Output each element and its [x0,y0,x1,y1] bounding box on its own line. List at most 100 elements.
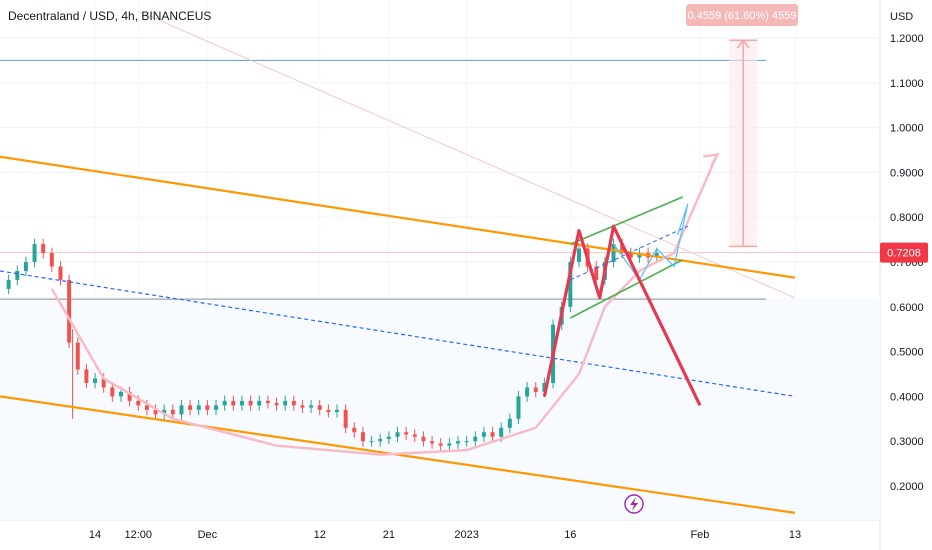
candle-body [170,409,175,415]
candle-body [231,400,236,406]
candle-body [507,418,512,428]
candle-body [153,409,158,415]
x-tick-label: 21 [383,529,395,541]
candle-body [179,405,184,415]
candle-body [525,387,530,397]
candle-body [101,378,106,388]
candle-body [620,244,625,254]
candle-body [15,270,20,280]
candle-body [49,253,54,267]
candle-body [214,405,219,410]
candle-body [257,400,262,406]
candle-body [291,400,296,406]
candle-body [369,441,374,443]
drawing-tools [0,10,796,514]
candle-body [41,244,46,254]
x-tick-label: Feb [690,529,709,541]
candle-body [58,266,63,280]
x-tick-label: 12 [314,529,326,541]
candle-body [23,262,28,271]
candle-body [386,436,391,439]
measure-label: 0.4559 (61.60%) 4559 [688,10,797,22]
green-channel-upper [570,196,683,245]
candle-body [481,432,486,437]
y-tick-label: 0.2000 [890,481,924,493]
candle-body [594,266,599,280]
candle-body [395,432,400,437]
candle-body [110,387,115,397]
candle-body [404,432,409,435]
candle-body [317,405,322,410]
candle-body [196,405,201,410]
candle-body [265,400,270,404]
candle-body [239,400,244,406]
candle-body [352,427,357,433]
pink-arc [50,153,719,456]
candle-body [326,409,331,413]
y-tick-label: 1.1000 [890,78,924,90]
candle-body [205,405,210,410]
shaded-area [0,297,880,520]
candle-body [84,369,89,383]
candle-body [162,409,167,415]
candle-body [637,253,642,258]
candle-body [188,405,193,410]
faint-trend-line [138,10,796,299]
candle-body [490,432,495,437]
time-axis[interactable]: 14 12:00 Dec 12 21 2023 16 Feb 13 [89,529,801,541]
x-tick-label: 2023 [454,529,478,541]
candle-body [542,382,547,392]
candle-body [568,262,573,307]
last-price-badge [880,242,928,263]
candle-body [67,279,72,343]
x-tick-label: 16 [564,529,576,541]
candle-body [378,438,383,442]
candle-body [611,244,616,262]
y-tick-label: 0.5000 [890,347,924,359]
y-tick-label: 0.3000 [890,436,924,448]
candle-body [136,400,141,406]
measure-arrow [736,38,750,49]
candle-body [300,405,305,408]
y-tick-label: 1.0000 [890,123,924,135]
candle-body [343,409,348,428]
candle-body [127,391,132,401]
candle-body [6,279,11,289]
candle-body [93,378,98,383]
candle-body [533,387,538,392]
candle-body [654,253,659,258]
candle-body [464,441,469,443]
x-tick-label: Dec [198,529,218,541]
candle-body [335,409,340,413]
candle-body [118,391,123,397]
x-tick-label: 12:00 [124,529,152,541]
candle-body [360,432,365,442]
candle-body [455,441,460,444]
y-tick-label: 0.6000 [890,302,924,314]
candle-body [430,441,435,444]
pink-arrow-head [703,152,720,168]
candle-body [32,244,37,262]
y-tick-label: 0.4000 [890,391,924,403]
candle-body [274,403,279,406]
candle-body [412,434,417,437]
candle-body [628,253,633,258]
measure-badge[interactable] [686,4,798,26]
candle-body [499,427,504,437]
candle-body [516,396,521,419]
candle-body [283,400,288,406]
candle-body [447,443,452,446]
candle-body [144,405,149,410]
candle-body [473,436,478,442]
horizontal-levels [0,59,880,300]
candle-body [75,342,80,370]
last-price-label: 0.7208 [887,248,921,260]
blue-dashed-line [0,270,796,397]
candle-body [421,436,426,442]
candle-body [248,400,253,406]
chart-title: Decentraland / USD, 4h, BINANCEUS [8,9,211,23]
price-axis[interactable]: 1.20001.10001.00000.90000.80000.70000.60… [890,33,924,493]
candle-body [309,405,314,408]
x-tick-label: 13 [789,529,801,541]
